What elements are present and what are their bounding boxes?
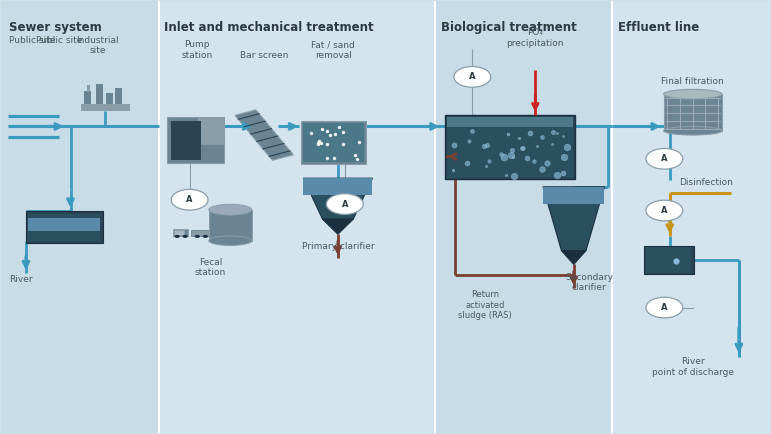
Bar: [80, 105, 130, 112]
Bar: [303, 178, 372, 195]
Text: A: A: [661, 206, 668, 215]
Ellipse shape: [209, 204, 252, 215]
Ellipse shape: [209, 236, 252, 246]
Bar: [175, 121, 180, 160]
Bar: [84, 91, 91, 105]
Text: Effluent line: Effluent line: [618, 21, 699, 34]
Text: Sewer system: Sewer system: [9, 21, 102, 34]
Circle shape: [203, 235, 208, 238]
Circle shape: [183, 235, 188, 238]
Circle shape: [174, 235, 180, 238]
Text: Final filtration: Final filtration: [662, 77, 724, 86]
Bar: [644, 246, 694, 274]
Text: Fat / sand
removal: Fat / sand removal: [311, 40, 355, 59]
Text: Pump
station: Pump station: [182, 40, 213, 59]
Bar: [303, 123, 364, 162]
Text: Primary clarifier: Primary clarifier: [301, 242, 374, 251]
Circle shape: [194, 235, 200, 238]
Text: A: A: [187, 195, 193, 204]
Circle shape: [646, 297, 683, 318]
Bar: [86, 85, 89, 92]
Bar: [543, 187, 604, 204]
Bar: [26, 210, 103, 243]
Circle shape: [646, 148, 683, 169]
Bar: [301, 121, 366, 164]
Bar: [173, 229, 188, 237]
Text: Fecal
station: Fecal station: [195, 258, 226, 277]
Text: Biological treatment: Biological treatment: [441, 21, 577, 34]
Bar: [96, 84, 103, 105]
Polygon shape: [543, 187, 604, 251]
Bar: [646, 247, 692, 273]
Text: A: A: [661, 154, 668, 163]
Bar: [447, 116, 573, 127]
Text: Public site: Public site: [9, 36, 56, 45]
Circle shape: [171, 189, 208, 210]
Bar: [612, 1, 769, 433]
Text: A: A: [661, 303, 668, 312]
Polygon shape: [561, 251, 586, 264]
Bar: [187, 121, 193, 160]
Text: Public site: Public site: [36, 36, 82, 45]
Bar: [171, 121, 177, 160]
Ellipse shape: [664, 126, 722, 135]
Bar: [445, 115, 575, 179]
Bar: [183, 121, 189, 160]
Text: Industrial
site: Industrial site: [76, 36, 119, 55]
Polygon shape: [322, 219, 353, 234]
Bar: [190, 230, 210, 237]
Text: River: River: [9, 275, 32, 284]
Bar: [174, 230, 183, 235]
Bar: [664, 94, 722, 131]
Bar: [447, 116, 573, 178]
Bar: [29, 214, 100, 241]
Bar: [2, 1, 159, 433]
Bar: [179, 121, 184, 160]
Text: River
point of discharge: River point of discharge: [651, 357, 734, 377]
Text: Disinfection: Disinfection: [678, 178, 732, 187]
Text: Bar screen: Bar screen: [240, 51, 288, 59]
Bar: [29, 218, 100, 231]
Circle shape: [454, 66, 491, 87]
Circle shape: [326, 194, 363, 214]
Bar: [198, 116, 224, 145]
Text: PO₄
precipitation: PO₄ precipitation: [507, 28, 564, 48]
Text: Inlet and mechanical treatment: Inlet and mechanical treatment: [164, 21, 374, 34]
Bar: [209, 210, 252, 241]
Bar: [159, 1, 436, 433]
Bar: [195, 121, 200, 160]
Polygon shape: [303, 178, 372, 219]
Polygon shape: [235, 110, 293, 160]
Text: A: A: [469, 72, 476, 81]
Text: Secondary
clarifier: Secondary clarifier: [565, 273, 613, 293]
Text: A: A: [342, 200, 348, 209]
Bar: [106, 93, 113, 105]
Bar: [167, 116, 224, 163]
Text: Return
activated
sludge (RAS): Return activated sludge (RAS): [459, 290, 512, 320]
Bar: [191, 121, 197, 160]
Circle shape: [646, 200, 683, 221]
Bar: [436, 1, 612, 433]
Ellipse shape: [664, 89, 722, 99]
Bar: [115, 88, 122, 105]
